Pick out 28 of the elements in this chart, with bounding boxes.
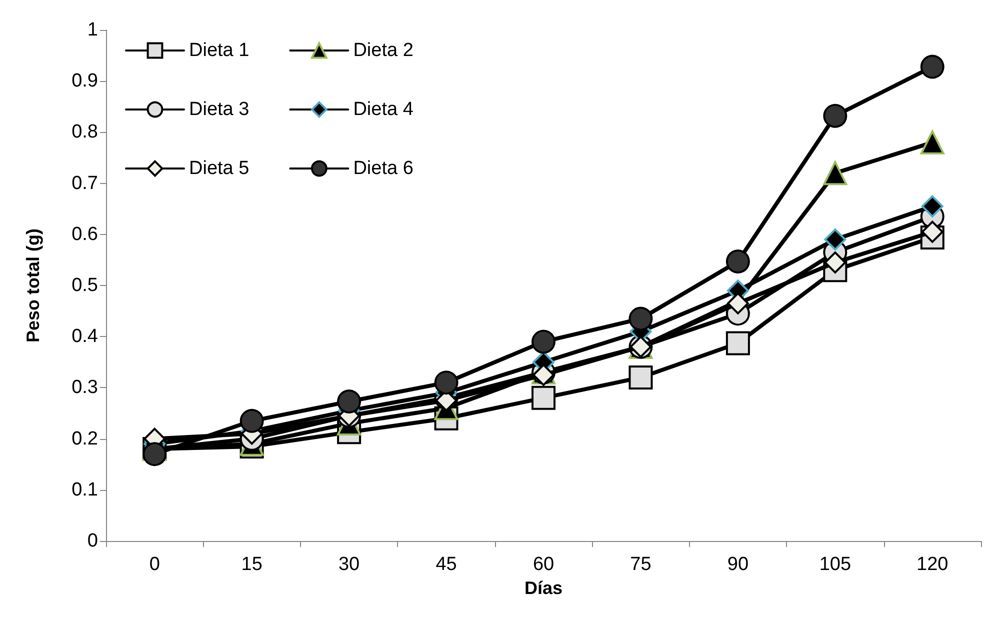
legend-label: Dieta 6: [353, 158, 414, 179]
y-tick-label: 0.4: [72, 326, 98, 348]
x-tick-label: 45: [436, 554, 457, 575]
x-tick-label: 15: [241, 554, 262, 575]
y-tick-label: 0.9: [72, 70, 98, 92]
x-tick-label: 30: [338, 554, 360, 575]
legend-label: Dieta 3: [189, 99, 250, 120]
y-tick-label: 0: [87, 530, 98, 552]
y-tick-label: 0.5: [72, 275, 98, 296]
legend-label: Dieta 1: [189, 40, 250, 61]
x-axis-title: Días: [524, 578, 563, 598]
x-tick-label: 75: [630, 554, 652, 575]
x-tick-label: 0: [149, 554, 160, 575]
legend-label: Dieta 4: [353, 99, 414, 120]
x-tick-label: 90: [727, 554, 749, 575]
x-tick-label: 120: [916, 554, 948, 575]
x-tick-label: 60: [532, 554, 554, 575]
y-tick-label: 0.8: [72, 122, 98, 143]
y-axis-title: Peso total (g): [23, 228, 43, 343]
y-tick-label: 0.1: [72, 479, 98, 500]
x-tick-label: 105: [819, 554, 852, 575]
legend-label: Dieta 5: [189, 158, 250, 179]
y-tick-label: 0.7: [72, 172, 98, 194]
y-tick-label: 0.3: [72, 377, 98, 398]
y-tick-label: 1: [87, 20, 98, 40]
y-tick-label: 0.2: [72, 428, 98, 450]
y-tick-label: 0.6: [72, 224, 98, 245]
legend-label: Dieta 2: [353, 40, 414, 61]
